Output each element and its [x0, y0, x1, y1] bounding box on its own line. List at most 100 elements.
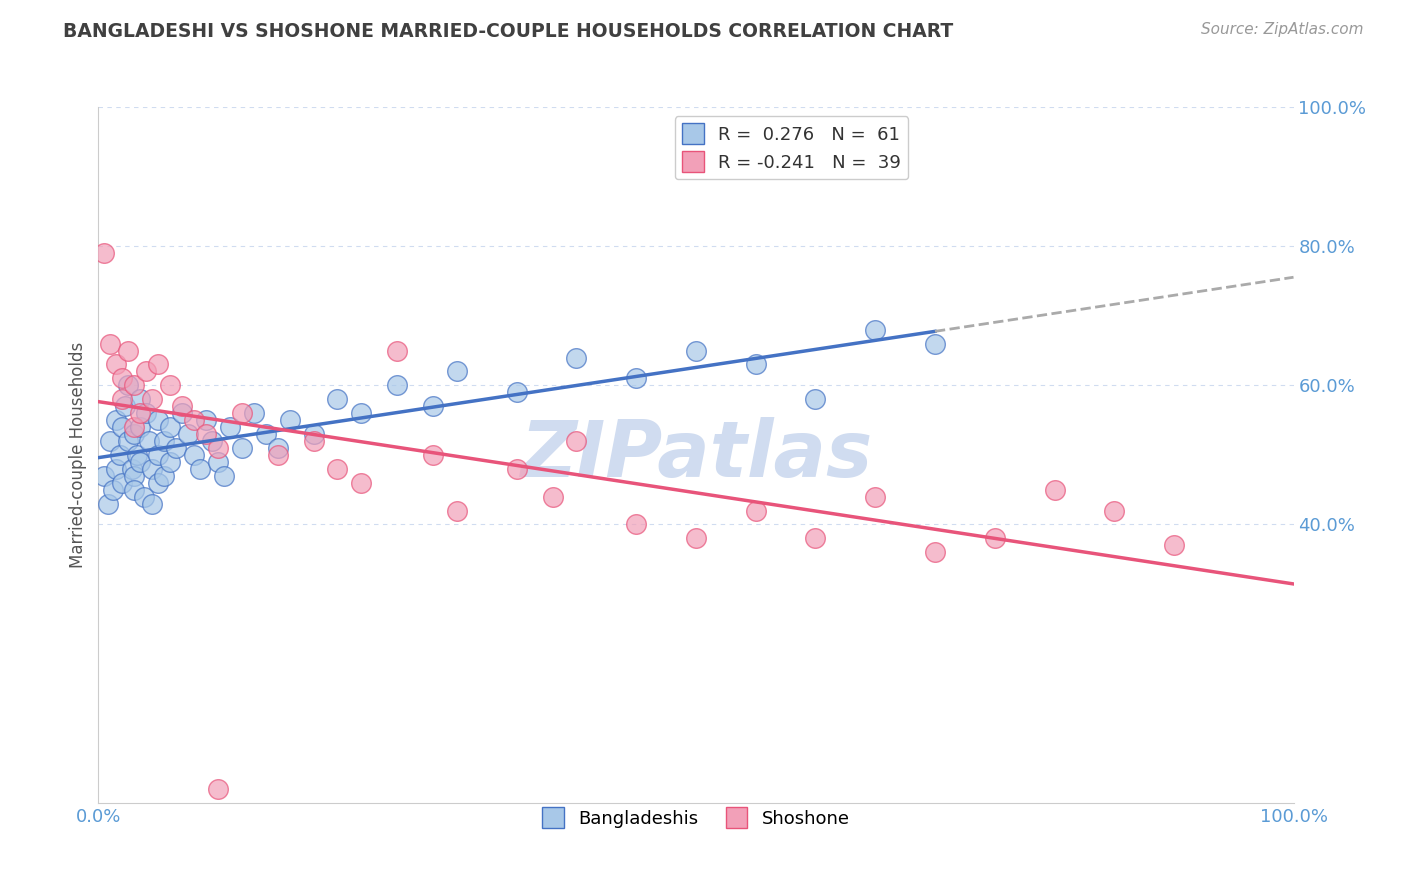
Point [267, 441, 290, 455]
Point [172, 406, 194, 420]
Point [159, 420, 181, 434]
Point [153, 434, 176, 448]
Point [148, 358, 170, 372]
Point [201, 434, 224, 448]
Point [231, 406, 253, 420]
Point [93, 468, 115, 483]
Point [111, 475, 134, 490]
Point [111, 420, 134, 434]
Point [172, 399, 194, 413]
Text: Source: ZipAtlas.com: Source: ZipAtlas.com [1201, 22, 1364, 37]
Point [105, 462, 128, 476]
Point [108, 448, 131, 462]
Point [212, 468, 235, 483]
Point [565, 434, 588, 448]
Point [207, 455, 229, 469]
Point [804, 392, 827, 407]
Point [177, 427, 200, 442]
Point [97, 497, 120, 511]
Point [153, 468, 176, 483]
Point [326, 392, 349, 407]
Point [302, 427, 325, 442]
Point [135, 406, 157, 420]
Point [685, 343, 707, 358]
Point [124, 378, 146, 392]
Point [278, 413, 301, 427]
Point [231, 441, 253, 455]
Point [129, 455, 152, 469]
Point [148, 475, 170, 490]
Point [506, 462, 529, 476]
Point [98, 434, 122, 448]
Point [745, 358, 768, 372]
Point [124, 483, 146, 497]
Point [159, 455, 181, 469]
Point [183, 413, 205, 427]
Point [385, 343, 409, 358]
Point [1163, 538, 1185, 552]
Point [446, 503, 468, 517]
Point [207, 781, 229, 796]
Point [141, 462, 163, 476]
Point [117, 343, 139, 358]
Point [626, 517, 648, 532]
Point [98, 336, 122, 351]
Point [165, 441, 187, 455]
Point [141, 497, 163, 511]
Point [121, 462, 143, 476]
Point [105, 413, 128, 427]
Point [117, 378, 139, 392]
Point [148, 413, 170, 427]
Point [124, 427, 146, 442]
Point [350, 406, 373, 420]
Point [129, 392, 152, 407]
Point [111, 392, 134, 407]
Point [422, 399, 444, 413]
Point [243, 406, 266, 420]
Point [326, 462, 349, 476]
Point [924, 545, 946, 559]
Point [1104, 503, 1126, 517]
Point [183, 448, 205, 462]
Point [350, 475, 373, 490]
Point [422, 448, 444, 462]
Text: ZIPatlas: ZIPatlas [520, 417, 872, 493]
Point [254, 427, 277, 442]
Point [685, 532, 707, 546]
Point [129, 406, 152, 420]
Point [541, 490, 564, 504]
Point [745, 503, 768, 517]
Point [93, 246, 115, 260]
Y-axis label: Married-couple Households: Married-couple Households [69, 342, 87, 568]
Point [195, 427, 218, 442]
Point [129, 420, 152, 434]
Point [138, 434, 160, 448]
Legend: Bangladeshis, Shoshone: Bangladeshis, Shoshone [536, 800, 856, 836]
Point [302, 434, 325, 448]
Point [626, 371, 648, 385]
Point [865, 323, 887, 337]
Point [114, 399, 136, 413]
Point [159, 378, 181, 392]
Point [101, 483, 124, 497]
Point [267, 448, 290, 462]
Point [188, 462, 211, 476]
Point [124, 468, 146, 483]
Point [924, 336, 946, 351]
Point [804, 532, 827, 546]
Point [135, 364, 157, 378]
Point [117, 434, 139, 448]
Point [984, 532, 1007, 546]
Point [219, 420, 242, 434]
Point [207, 441, 229, 455]
Point [195, 413, 218, 427]
Point [565, 351, 588, 365]
Point [506, 385, 529, 400]
Point [385, 378, 409, 392]
Point [111, 371, 134, 385]
Point [1043, 483, 1066, 497]
Point [124, 420, 146, 434]
Point [141, 392, 163, 407]
Point [132, 490, 155, 504]
Point [865, 490, 887, 504]
